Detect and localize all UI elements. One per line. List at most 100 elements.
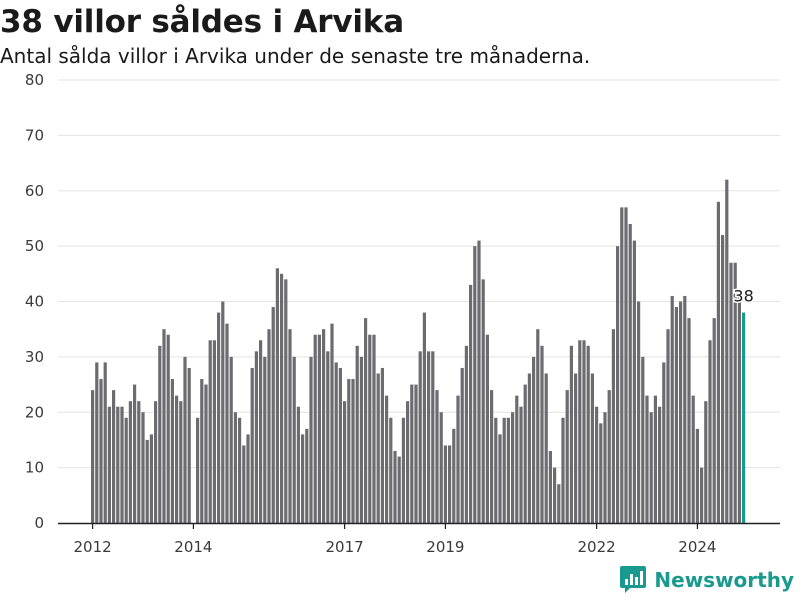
bar	[112, 390, 116, 523]
y-tick-label: 0	[34, 514, 44, 532]
bar	[359, 356, 363, 523]
chart-subtitle: Antal sålda villor i Arvika under de sen…	[0, 44, 591, 68]
bar	[128, 401, 132, 523]
bar	[389, 417, 393, 523]
bar	[540, 345, 544, 523]
y-tick-label: 70	[25, 126, 44, 144]
bar	[523, 384, 527, 523]
x-axis-ticks: 2012 2014 2017 2019 2022 2024	[74, 523, 716, 556]
bar	[603, 412, 607, 523]
bar	[183, 356, 187, 523]
bar	[305, 428, 309, 523]
bar	[364, 318, 368, 523]
bar	[477, 240, 481, 523]
bar	[91, 390, 95, 523]
bar	[233, 412, 237, 523]
x-tick-label: 2012	[74, 538, 112, 556]
bar	[544, 373, 548, 523]
bar	[658, 406, 662, 523]
bar	[641, 356, 645, 523]
bar	[704, 401, 708, 523]
bar	[204, 384, 208, 523]
bar	[700, 467, 704, 523]
bar	[301, 434, 305, 523]
bar	[410, 384, 414, 523]
x-tick-label: 2017	[326, 538, 364, 556]
bar	[292, 356, 296, 523]
bar	[502, 417, 506, 523]
bar	[217, 312, 221, 523]
bar	[473, 246, 477, 523]
bar	[427, 351, 431, 523]
bar	[527, 373, 531, 523]
newsworthy-brand: Newsworthy	[620, 566, 794, 594]
bar	[624, 207, 628, 524]
bar	[397, 456, 401, 523]
bar	[179, 401, 183, 523]
bar	[708, 340, 712, 523]
bar	[330, 323, 334, 523]
bar	[439, 412, 443, 523]
bar	[460, 367, 464, 523]
bar	[574, 373, 578, 523]
bar	[637, 301, 641, 523]
bar	[334, 362, 338, 523]
bar	[326, 351, 330, 523]
bar	[418, 351, 422, 523]
bar	[322, 329, 326, 523]
bar	[595, 406, 599, 523]
bar	[464, 345, 468, 523]
bar	[653, 395, 657, 523]
bar	[296, 406, 300, 523]
bar	[469, 284, 473, 523]
bar	[557, 484, 561, 523]
bar	[737, 295, 741, 523]
bar	[553, 467, 557, 523]
bar	[133, 384, 137, 523]
bars	[91, 179, 746, 524]
bar	[267, 329, 271, 523]
bar	[145, 439, 149, 523]
bar	[406, 401, 410, 523]
bar	[674, 307, 678, 523]
bar	[632, 240, 636, 523]
bar	[452, 428, 456, 523]
bar	[141, 412, 145, 523]
bar	[284, 279, 288, 523]
bar	[196, 417, 200, 523]
bar	[368, 334, 372, 523]
y-tick-label: 30	[25, 348, 44, 366]
bar	[645, 395, 649, 523]
bar	[401, 417, 405, 523]
bar	[414, 384, 418, 523]
bar	[338, 367, 342, 523]
bar	[385, 395, 389, 523]
bar	[628, 223, 632, 523]
bar	[170, 379, 174, 523]
bar	[485, 334, 489, 523]
bar	[506, 417, 510, 523]
x-tick-label: 2024	[678, 538, 716, 556]
bar	[431, 351, 435, 523]
bar	[229, 356, 233, 523]
bar	[578, 340, 582, 523]
bar	[275, 268, 279, 523]
bar	[599, 423, 603, 523]
bar	[649, 412, 653, 523]
bar	[548, 451, 552, 523]
bar	[149, 434, 153, 523]
bar	[158, 345, 162, 523]
bar	[481, 279, 485, 523]
bar	[187, 367, 191, 523]
bar	[242, 445, 246, 523]
bar	[679, 301, 683, 523]
bar	[175, 395, 179, 523]
bar	[582, 340, 586, 523]
y-tick-label: 50	[25, 237, 44, 255]
bar	[347, 379, 351, 523]
bar	[393, 451, 397, 523]
bar	[208, 340, 212, 523]
x-tick-label: 2014	[174, 538, 212, 556]
bar	[569, 345, 573, 523]
